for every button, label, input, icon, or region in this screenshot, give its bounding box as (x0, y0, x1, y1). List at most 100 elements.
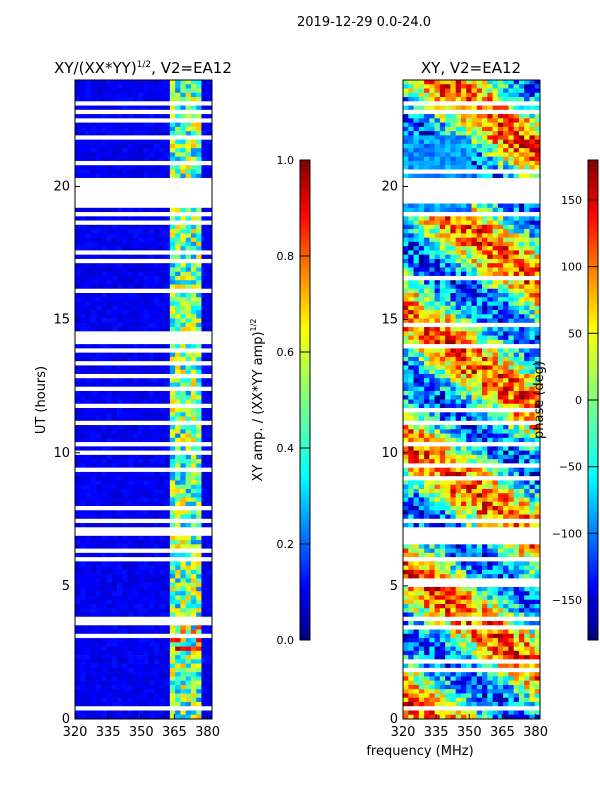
heatmap-cell (455, 160, 462, 166)
heatmap-cell (80, 254, 86, 260)
heatmap-cell (524, 288, 530, 294)
heatmap-cell (424, 139, 430, 145)
heatmap-cell (508, 237, 514, 243)
heatmap-cell (96, 446, 102, 451)
heatmap-cell (122, 565, 128, 571)
heatmap-cell (460, 250, 467, 255)
heatmap-cell (497, 390, 504, 396)
heatmap-cell (164, 114, 171, 119)
heatmap-cell (85, 267, 92, 272)
heatmap-cell (180, 344, 186, 349)
heatmap-cell (450, 429, 456, 434)
heatmap-cell (196, 463, 202, 468)
heatmap-cell (201, 629, 208, 635)
heatmap-cell (418, 416, 425, 422)
heatmap-cell (111, 352, 118, 358)
heatmap-cell (159, 501, 165, 507)
heatmap-cell (497, 454, 504, 460)
heatmap-cell (455, 425, 462, 430)
heatmap-cell (418, 271, 425, 277)
heatmap-cell (487, 88, 493, 94)
heatmap-cell (529, 84, 536, 89)
heatmap-cell (80, 143, 86, 149)
heatmap-cell (529, 122, 536, 128)
heatmap-cell (487, 454, 493, 460)
heatmap-gap-row (403, 408, 540, 413)
heatmap-cell (190, 437, 197, 443)
heatmap-cell (122, 603, 128, 609)
heatmap-cell (154, 437, 160, 443)
heatmap-cell (111, 523, 118, 528)
heatmap-cell (408, 233, 414, 238)
heatmap-cell (529, 301, 536, 307)
heatmap-cell (429, 135, 435, 140)
heatmap-cell (175, 327, 181, 332)
heatmap-cell (424, 118, 430, 123)
heatmap-cell (190, 390, 197, 396)
heatmap-cell (154, 84, 160, 89)
heatmap-cell (127, 80, 134, 85)
heatmap-cell (408, 88, 414, 94)
heatmap-cell (154, 565, 160, 571)
heatmap-cell (159, 92, 165, 98)
heatmap-cell (143, 382, 150, 388)
heatmap-cell (408, 446, 414, 451)
heatmap-cell (127, 689, 134, 694)
heatmap-cell (101, 122, 107, 128)
heatmap-cell (106, 114, 113, 119)
heatmap-cell (164, 667, 171, 673)
heatmap-cell (508, 339, 514, 345)
heatmap-cell (164, 638, 171, 643)
heatmap-cell (201, 471, 208, 477)
heatmap-cell (408, 229, 414, 234)
amplitude-colorbar-gradient (299, 159, 311, 641)
heatmap-cell (450, 105, 456, 111)
heatmap-cell (206, 425, 213, 430)
heatmap-cell (529, 241, 536, 247)
heatmap-cell (190, 523, 197, 528)
heatmap-cell (190, 697, 197, 703)
heatmap-cell (518, 118, 525, 123)
heatmap-cell (143, 97, 150, 102)
heatmap-cell (96, 148, 102, 153)
heatmap-cell (175, 693, 181, 698)
heatmap-cell (429, 126, 435, 132)
heatmap-cell (132, 480, 139, 485)
heatmap-cell (96, 408, 102, 413)
heatmap-cell (503, 237, 509, 243)
heatmap-cell (122, 416, 128, 422)
heatmap-cell (460, 386, 467, 392)
heatmap-cell (159, 378, 165, 383)
heatmap-cell (143, 88, 150, 94)
heatmap-cell (122, 156, 128, 162)
heatmap-cell (201, 663, 208, 669)
heatmap-cell (487, 450, 493, 456)
heatmap-cell (471, 84, 478, 89)
heatmap-cell (122, 254, 128, 260)
heatmap-cell (190, 352, 197, 358)
heatmap-cell (408, 403, 414, 409)
heatmap-cell (90, 139, 97, 145)
heatmap-cell (487, 395, 493, 400)
heatmap-cell (476, 378, 483, 383)
heatmap-cell (96, 493, 102, 498)
heatmap-cell (185, 297, 192, 302)
heatmap-cell (196, 684, 202, 690)
heatmap-cell (445, 173, 451, 179)
heatmap-cell (80, 595, 86, 601)
heatmap-cell (175, 582, 181, 588)
heatmap-gap-row (403, 190, 540, 196)
heatmap-cell (159, 476, 165, 481)
heatmap-cell (424, 305, 430, 311)
heatmap-cell (450, 250, 456, 255)
heatmap-cell (164, 582, 171, 588)
heatmap-cell (169, 595, 176, 601)
heatmap-cell (132, 237, 139, 243)
heatmap-cell (429, 356, 435, 362)
heatmap-cell (508, 224, 514, 230)
heatmap-cell (143, 237, 150, 243)
heatmap-cell (503, 339, 509, 345)
heatmap-cell (455, 220, 462, 226)
heatmap-cell (159, 535, 165, 541)
heatmap-cell (445, 143, 451, 149)
